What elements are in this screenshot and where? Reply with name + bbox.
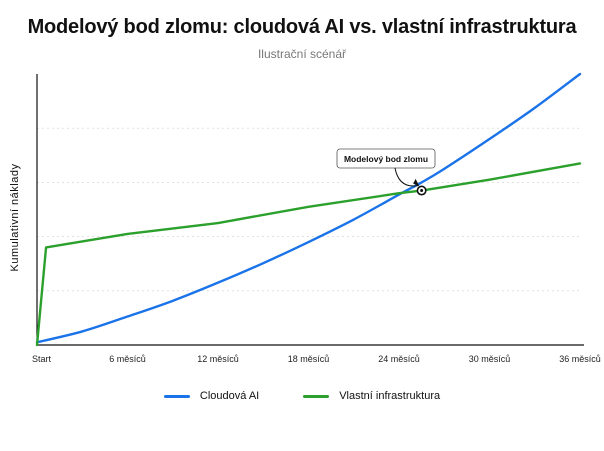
x-tick-label-5: 30 měsíců	[469, 354, 511, 364]
series-line-cloud	[35, 72, 582, 344]
legend-label-cloud: Cloudová AI	[199, 390, 260, 402]
y-axis-label: Kumulativní náklady	[9, 164, 21, 272]
legend-label-own: Vlastní infrastruktura	[339, 390, 441, 402]
x-tick-label-6: 36 měsíců	[559, 354, 601, 364]
x-tick-label-1: 6 měsíců	[109, 354, 146, 364]
annotation-label: Modelový bod zlomu	[344, 154, 428, 164]
legend-item-cloud: Cloudová AI	[163, 390, 260, 402]
chart-title: Modelový bod zlomu: cloudová AI vs. vlas…	[27, 16, 577, 38]
annotation-arrow	[394, 167, 419, 187]
x-tick-label-3: 18 měsíců	[288, 354, 330, 364]
series-lines	[35, 72, 582, 347]
legend-item-own: Vlastní infrastruktura	[303, 390, 440, 402]
grid-lines	[37, 127, 580, 292]
series-line-own	[35, 162, 582, 347]
annotation: Modelový bod zlomu	[336, 148, 436, 196]
annotation-arrowhead	[413, 178, 420, 187]
x-tick-label-2: 12 měsíců	[197, 354, 239, 364]
chart-subtitle: Ilustrační scénář	[257, 47, 347, 61]
x-tick-label-4: 24 měsíců	[378, 354, 420, 364]
axes	[36, 74, 584, 346]
legend-swatch-cloud	[163, 394, 190, 398]
x-tick-label-0: Start	[32, 354, 52, 364]
x-tick-labels: Start 6 měsíců 12 měsíců 18 měsíců 24 měsíců…	[32, 354, 601, 364]
legend-swatch-own	[303, 394, 330, 398]
legend: Cloudová AI Vlastní infrastruktura	[0, 390, 604, 402]
break-even-marker-dot	[420, 189, 424, 193]
annotation-box	[336, 148, 436, 169]
